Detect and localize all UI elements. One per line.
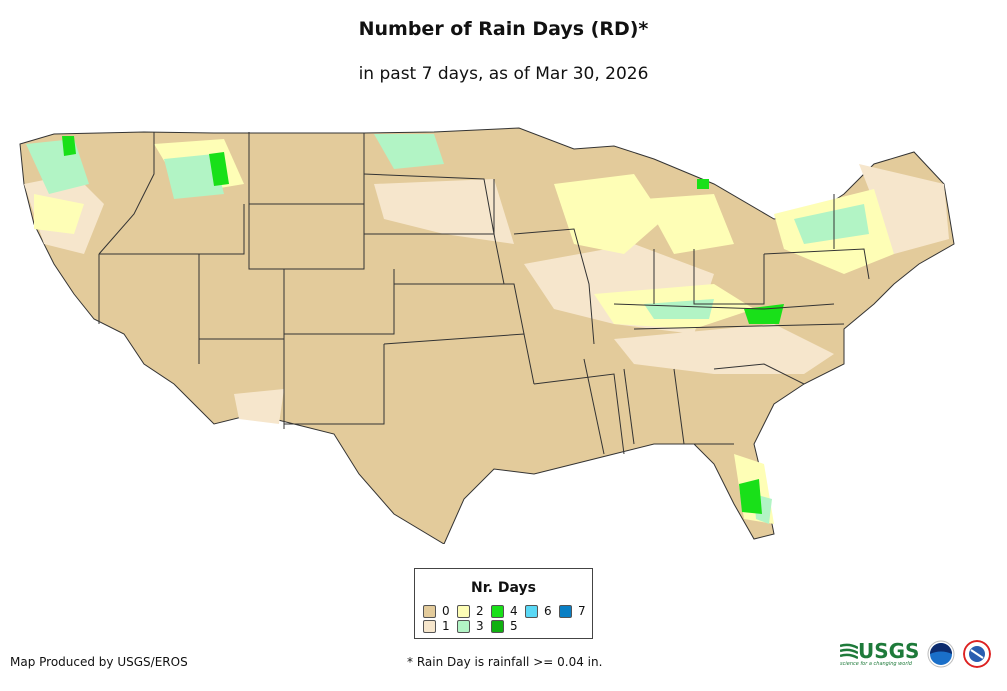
- map-title: Number of Rain Days (RD)*: [358, 18, 649, 40]
- state-boundaries: [98, 132, 870, 455]
- legend-item-0: 0: [423, 604, 450, 618]
- legend-item-1: 1: [423, 619, 450, 633]
- zone-1-day: [24, 164, 949, 424]
- nws-logo-icon: [963, 640, 992, 668]
- swatch-3-days: [457, 619, 470, 633]
- legend-item-6: 6: [525, 604, 552, 618]
- legend-item-7: 7: [559, 604, 586, 618]
- swatch-6-days: [525, 604, 538, 618]
- legend-item-3: 3: [457, 619, 484, 633]
- zone-2-days: [34, 139, 894, 524]
- usgs-wordmark: USGS: [858, 639, 920, 663]
- map-legend: Nr. Days 0 2 4 6 7 1 3 5: [414, 568, 593, 639]
- usgs-tagline: science for a changing world: [840, 661, 912, 667]
- legend-item-4: 4: [491, 604, 518, 618]
- legend-label: 6: [544, 604, 552, 618]
- map-subtitle: in past 7 days, as of Mar 30, 2026: [358, 64, 649, 84]
- legend-label: 5: [510, 619, 518, 633]
- usgs-logo: USGS science for a changing world: [840, 641, 919, 667]
- legend-label: 2: [476, 604, 484, 618]
- swatch-7-days: [559, 604, 572, 618]
- rain-day-footnote: * Rain Day is rainfall >= 0.04 in.: [407, 655, 603, 669]
- noaa-logo-icon: [927, 640, 955, 668]
- legend-label: 4: [510, 604, 518, 618]
- legend-label: 0: [442, 604, 450, 618]
- map-credit: Map Produced by USGS/EROS: [10, 655, 188, 669]
- us-rain-days-map: [19, 127, 955, 544]
- swatch-0-days: [423, 604, 436, 618]
- legend-label: 1: [442, 619, 450, 633]
- swatch-2-days: [457, 604, 470, 618]
- legend-label: 3: [476, 619, 484, 633]
- legend-title: Nr. Days: [471, 580, 536, 596]
- agency-logos: USGS science for a changing world: [840, 640, 992, 668]
- legend-item-5: 5: [491, 619, 518, 633]
- legend-item-2: 2: [457, 604, 484, 618]
- swatch-5-days: [491, 619, 504, 633]
- legend-label: 7: [578, 604, 586, 618]
- usgs-wave-icon: [840, 643, 858, 659]
- swatch-1-day: [423, 619, 436, 633]
- swatch-4-days: [491, 604, 504, 618]
